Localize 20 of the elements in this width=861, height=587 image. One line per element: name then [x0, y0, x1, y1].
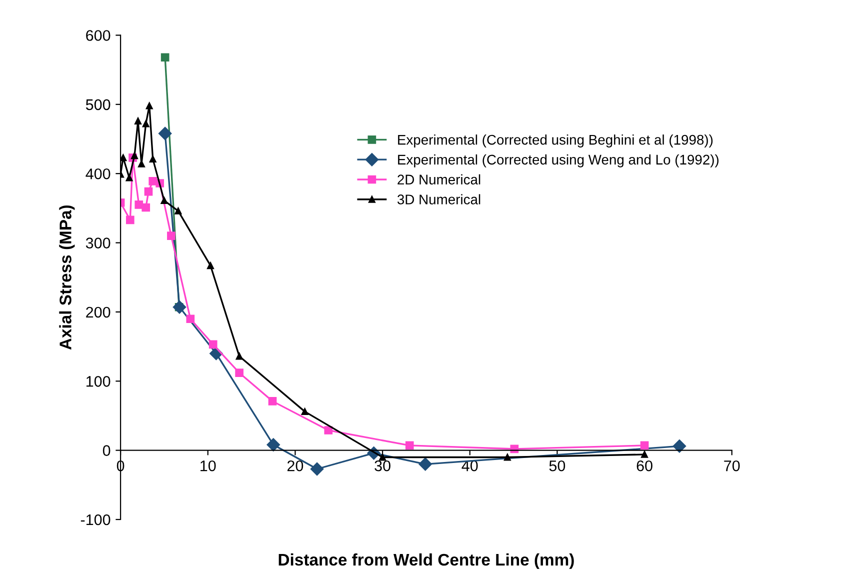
x-tick-label: 50 — [549, 460, 566, 472]
x-tick-label: 10 — [200, 460, 216, 472]
x-tick-label: 20 — [287, 460, 304, 472]
y-tick-label: 400 — [86, 168, 110, 180]
legend-label: Experimental (Corrected using Beghini et al (1998)) — [398, 134, 713, 148]
y-tick-label: 500 — [86, 99, 110, 110]
legend-label: 3D Numerical — [397, 194, 480, 204]
legend-label: Experimental (Corrected using Weng and Lo (1992)) — [398, 154, 719, 168]
y-tick-label: 300 — [86, 238, 110, 248]
x-tick-label: 70 — [724, 460, 740, 472]
y-tick-label: 600 — [86, 30, 110, 41]
y-tick-label: 200 — [86, 306, 110, 318]
x-tick-label: 60 — [636, 460, 652, 472]
y-tick-label: 0 — [102, 445, 110, 456]
y-axis-title: Axial Stress (MPa) — [59, 205, 75, 350]
y-tick-label: 100 — [86, 376, 110, 387]
x-axis-title: Distance from Weld Centre Line (mm) — [278, 553, 574, 569]
x-tick-label: 30 — [374, 460, 390, 472]
legend-label: 2D Numerical — [398, 174, 480, 184]
y-tick-label: -100 — [80, 514, 110, 526]
